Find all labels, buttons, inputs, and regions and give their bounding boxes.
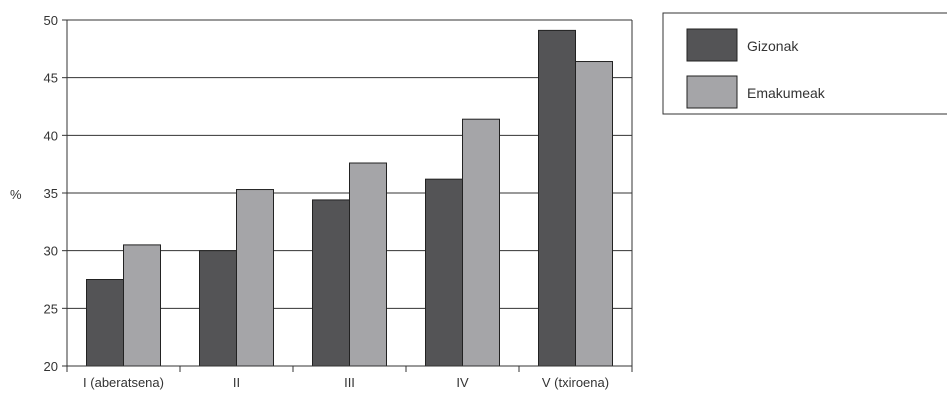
y-tick-label: 20 bbox=[44, 359, 58, 374]
bar-emakumeak-2 bbox=[236, 189, 274, 367]
y-tick-label: 35 bbox=[44, 186, 58, 201]
bar-gizonak-1 bbox=[86, 279, 124, 367]
x-tick-label: V (txiroena) bbox=[542, 375, 609, 390]
bar-emakumeak-3 bbox=[349, 162, 387, 367]
y-tick-label: 25 bbox=[44, 301, 58, 316]
bar-emakumeak-1 bbox=[123, 244, 161, 367]
y-tick-label: 30 bbox=[44, 244, 58, 259]
x-tick-labels: I (aberatsena) II III IV V (txiroena) bbox=[83, 375, 609, 390]
bar-gizonak-5 bbox=[538, 29, 576, 367]
y-axis-label: % bbox=[10, 187, 22, 202]
legend-label-emakumeak: Emakumeak bbox=[747, 85, 826, 101]
x-tick-label: III bbox=[344, 375, 355, 390]
legend: Gizonak Emakumeak bbox=[662, 12, 947, 115]
bar-gizonak-3 bbox=[312, 199, 350, 367]
x-tick-label: I (aberatsena) bbox=[83, 375, 164, 390]
y-tick-label: 50 bbox=[44, 13, 58, 28]
bar-gizonak-2 bbox=[199, 250, 237, 367]
x-tick-label: II bbox=[233, 375, 240, 390]
y-tick-labels: 20 25 30 35 40 45 50 bbox=[44, 13, 58, 374]
legend-swatch-gizonak bbox=[686, 28, 738, 62]
bar-emakumeak-4 bbox=[462, 118, 500, 367]
legend-label-gizonak: Gizonak bbox=[747, 38, 799, 54]
y-tick-label: 40 bbox=[44, 128, 58, 143]
bars bbox=[86, 29, 613, 367]
bar-emakumeak-5 bbox=[575, 61, 613, 367]
y-tick-label: 45 bbox=[44, 71, 58, 86]
legend-swatch-emakumeak bbox=[686, 75, 738, 109]
bar-gizonak-4 bbox=[425, 178, 463, 367]
axes bbox=[62, 19, 633, 372]
x-tick-label: IV bbox=[456, 375, 469, 390]
